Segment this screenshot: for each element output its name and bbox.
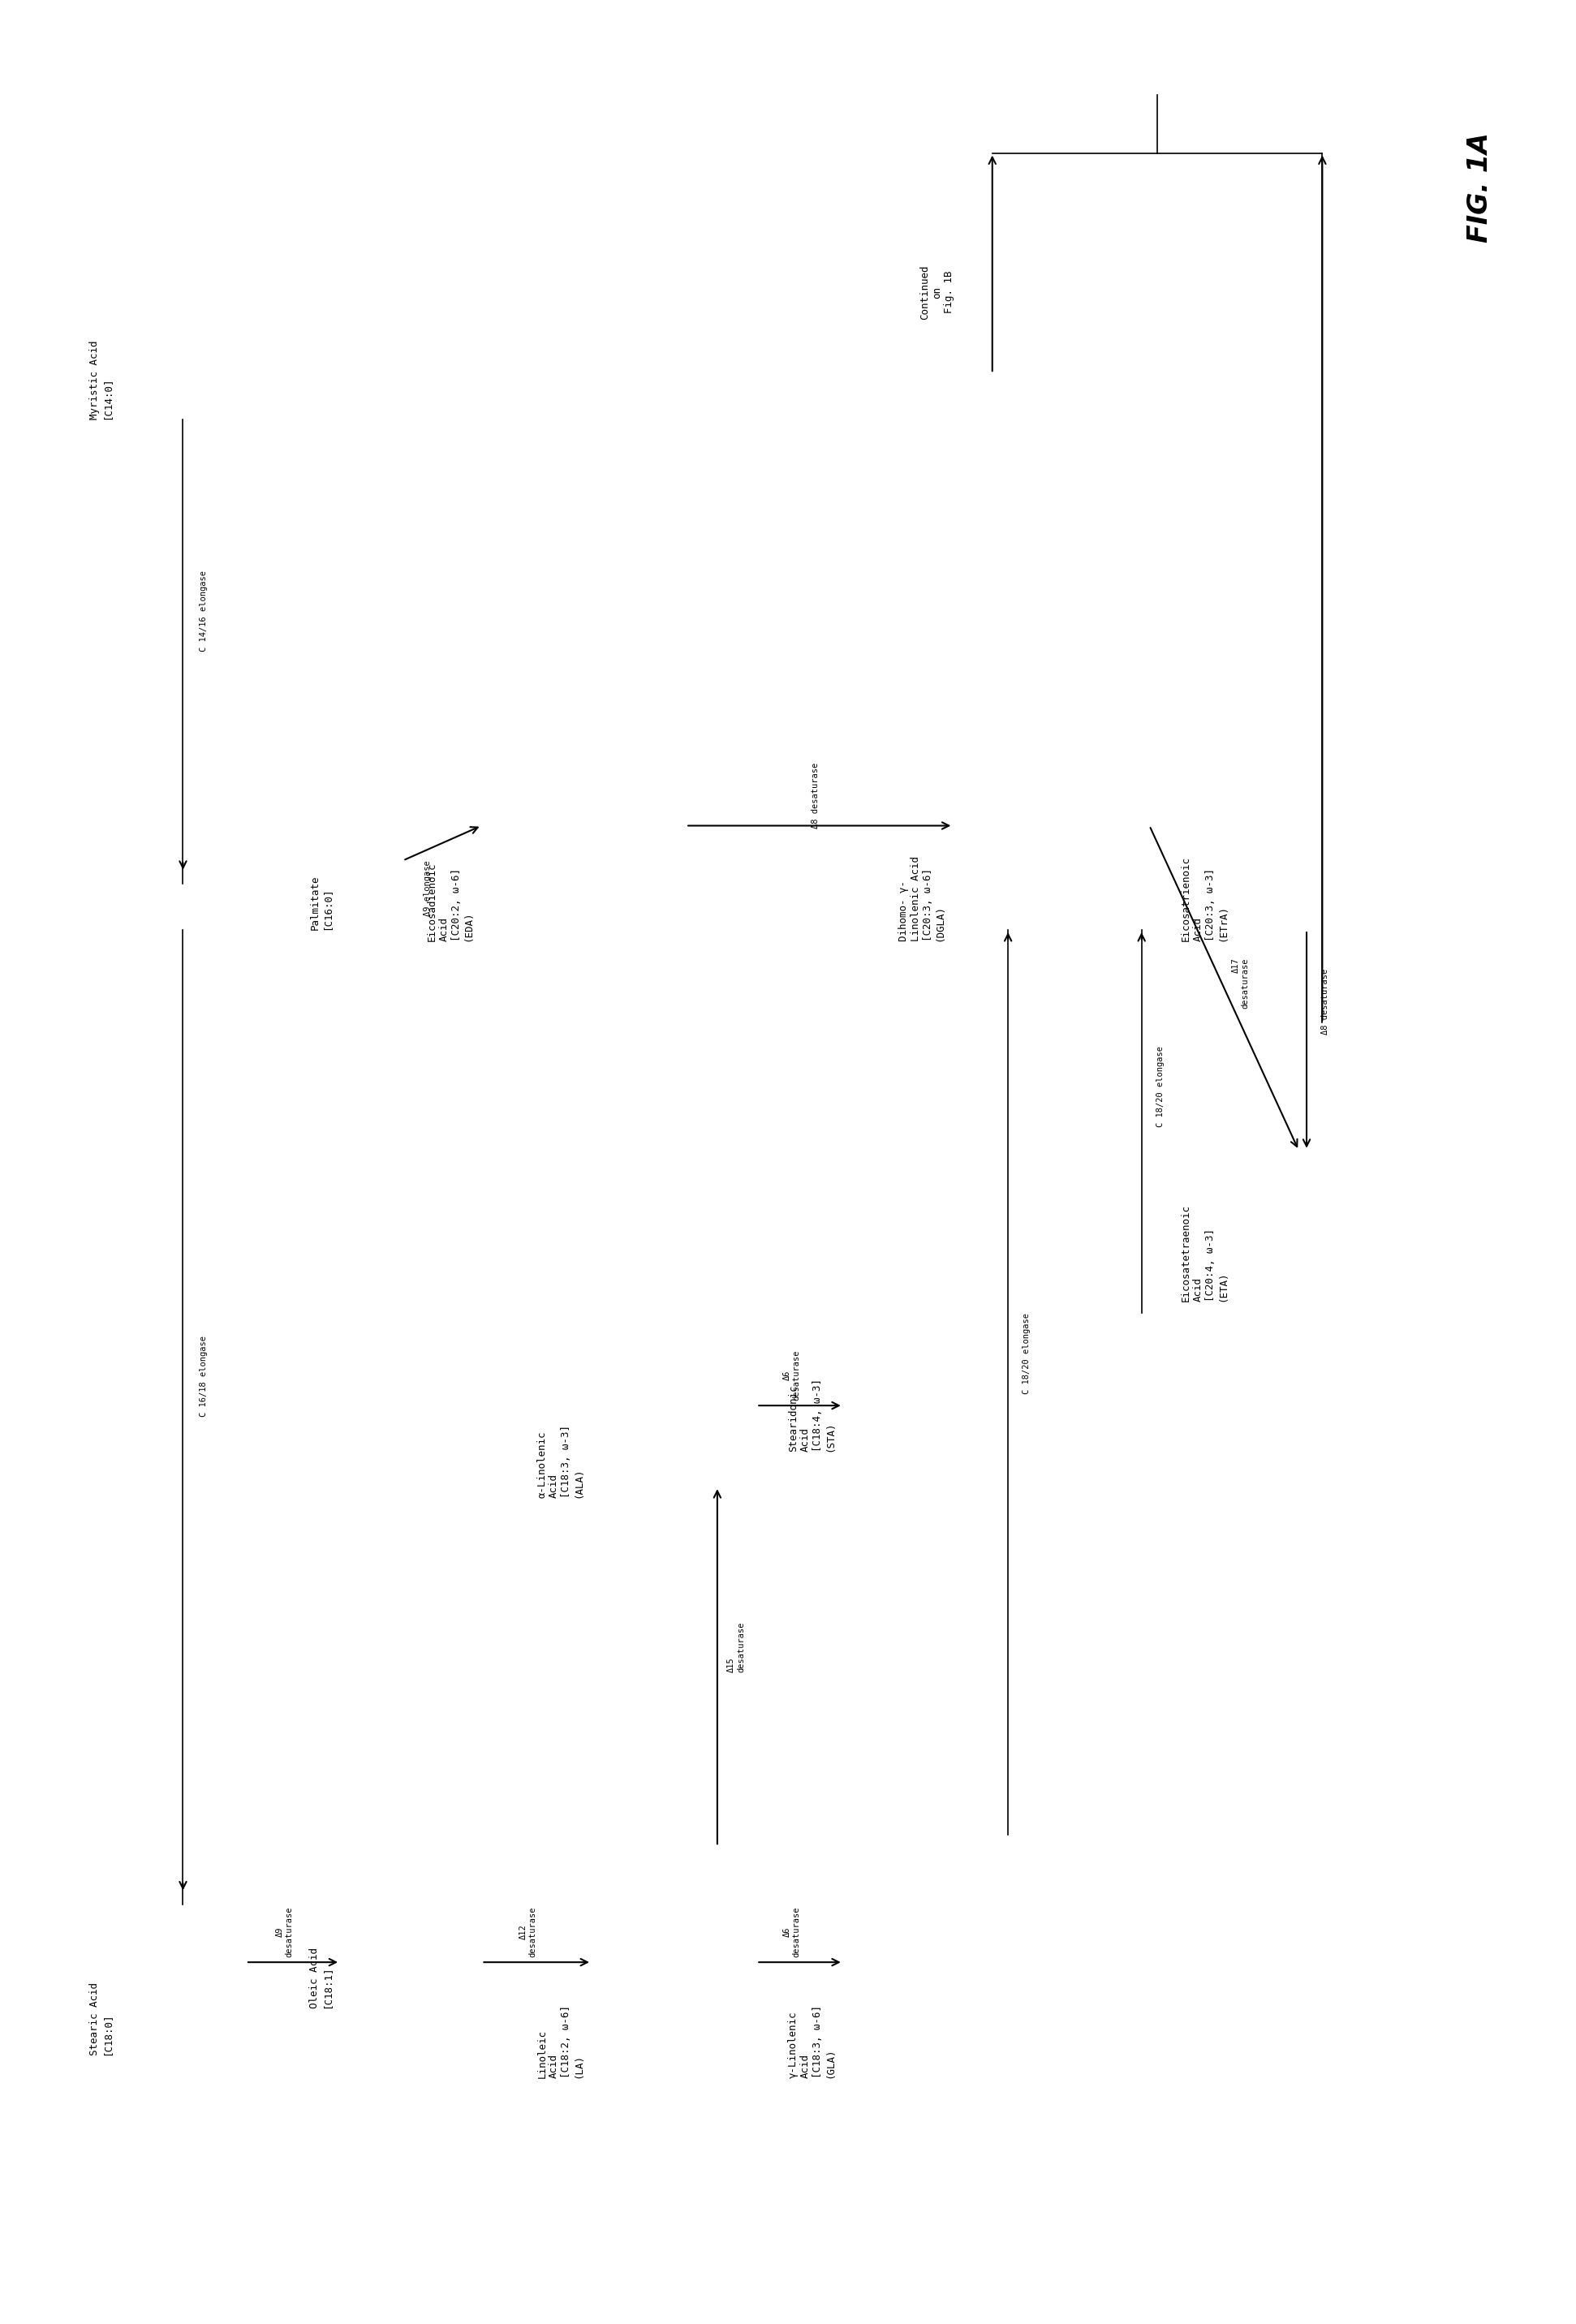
Text: Myristic Acid
[C14:0]: Myristic Acid [C14:0]	[90, 342, 112, 421]
Text: Eicosadienoic
Acid
[C20:2, ω-6]
(EDA): Eicosadienoic Acid [C20:2, ω-6] (EDA)	[427, 862, 474, 941]
Text: Δ6
desaturase: Δ6 desaturase	[783, 1906, 801, 1957]
Text: C 14/16 elongase: C 14/16 elongase	[199, 572, 208, 651]
Text: C 18/20 elongase: C 18/20 elongase	[1157, 1046, 1165, 1127]
Text: Stearidonic
Acid
[C18:4, ω-3]
(STA): Stearidonic Acid [C18:4, ω-3] (STA)	[788, 1378, 835, 1452]
Text: Eicosatrienoic
Acid
[C20:3, ω-3]
(ETrA): Eicosatrienoic Acid [C20:3, ω-3] (ETrA)	[1180, 858, 1228, 941]
Text: C 16/18 elongase: C 16/18 elongase	[199, 1336, 208, 1418]
Text: γ-Linolenic
Acid
[C18:3, ω-6]
(GLA): γ-Linolenic Acid [C18:3, ω-6] (GLA)	[788, 2006, 835, 2078]
Text: Δ9 elongase: Δ9 elongase	[424, 860, 432, 916]
Text: Stearic Acid
[C18:0]: Stearic Acid [C18:0]	[90, 1982, 112, 2054]
Text: Dihomo- γ-
Linolenic Acid
[C20:3, ω-6]
(DGLA): Dihomo- γ- Linolenic Acid [C20:3, ω-6] (…	[898, 858, 946, 941]
Text: Oleic Acid
[C18:1]: Oleic Acid [C18:1]	[309, 1948, 333, 2008]
Text: Δ15
desaturase: Δ15 desaturase	[728, 1622, 745, 1673]
Text: α-Linolenic
Acid
[C18:3, ω-3]
(ALA): α-Linolenic Acid [C18:3, ω-3] (ALA)	[537, 1425, 583, 1499]
Text: Δ9
desaturase: Δ9 desaturase	[276, 1906, 293, 1957]
Text: Eicosatetraenoic
Acid
[C20:4, ω-3]
(ETA): Eicosatetraenoic Acid [C20:4, ω-3] (ETA)	[1180, 1204, 1228, 1301]
Text: Δ8 desaturase: Δ8 desaturase	[812, 762, 820, 827]
Text: Continued
on
Fig. 1B: Continued on Fig. 1B	[920, 265, 955, 321]
Text: Δ12
desaturase: Δ12 desaturase	[519, 1906, 536, 1957]
Text: Linoleic
Acid
[C18:2, ω-6]
(LA): Linoleic Acid [C18:2, ω-6] (LA)	[537, 2006, 583, 2078]
Text: FIG. 1A: FIG. 1A	[1466, 132, 1492, 244]
Text: Δ17
desaturase: Δ17 desaturase	[1232, 957, 1250, 1009]
Text: Palmitate
[C16:0]: Palmitate [C16:0]	[309, 876, 333, 930]
Text: Δ8 desaturase: Δ8 desaturase	[1321, 969, 1330, 1034]
Text: C 18/20 elongase: C 18/20 elongase	[1023, 1313, 1031, 1394]
Text: Δ6
desaturase: Δ6 desaturase	[783, 1350, 801, 1401]
